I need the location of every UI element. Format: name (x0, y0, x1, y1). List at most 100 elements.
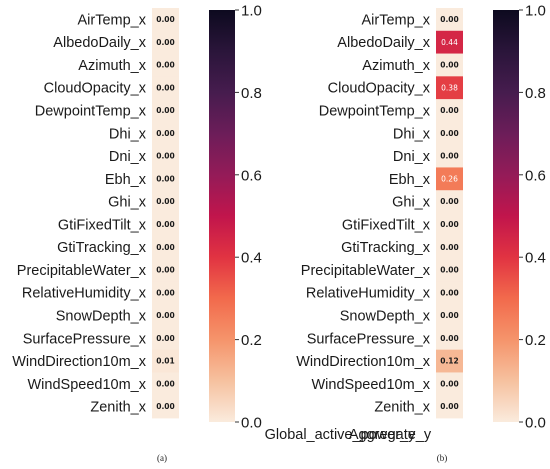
row-tick-label: WindSpeed10m_x (28, 377, 147, 393)
cell-value-label: 0.00 (440, 15, 459, 24)
cell-value-label: 0.00 (156, 174, 175, 183)
row-tick-label: Zenith_x (374, 400, 430, 416)
row-tick-label: AirTemp_x (362, 12, 431, 28)
row-tick-label: AirTemp_x (78, 12, 147, 28)
row-tick-label: AlbedoDaily_x (53, 35, 146, 51)
row-tick-label: PrecipitableWater_x (17, 263, 147, 279)
cell-value-label: 0.00 (440, 106, 459, 115)
cell-value-label: 0.00 (156, 220, 175, 229)
cell-value-label: 0.00 (156, 266, 175, 275)
colorbar-tick-label: 1.0 (525, 3, 546, 20)
heatmap-cell (152, 30, 179, 54)
row-tick-label: Ebh_x (389, 172, 431, 188)
colorbar-tick-label: 0.2 (525, 332, 546, 349)
heatmap-cell (152, 99, 179, 123)
heatmap-cell (436, 8, 463, 32)
x-axis-label: Global_active_power_y (265, 427, 416, 443)
row-tick-label: WindDirection10m_x (296, 354, 431, 370)
colorbar-tick-label: 0.8 (241, 85, 262, 102)
heatmap-cell (436, 99, 463, 123)
cell-value-label: 0.00 (156, 243, 175, 252)
heatmap-cell (152, 281, 179, 305)
cell-value-label: 0.00 (440, 402, 459, 411)
heatmap-cell (152, 121, 179, 146)
cell-value-label: 0.00 (440, 129, 459, 138)
cell-value-label: 0.00 (156, 402, 175, 411)
cell-value-label: 0.00 (440, 243, 459, 252)
colorbar-tick-label: 0.4 (525, 250, 546, 267)
colorbar-tick-label: 0.0 (241, 415, 262, 432)
colorbar-tick-label: 0.2 (241, 332, 262, 349)
row-tick-label: DewpointTemp_x (319, 104, 431, 120)
heatmap-cell (152, 349, 179, 373)
heatmap-cell (436, 30, 463, 54)
heatmap-cell (152, 8, 179, 32)
cell-value-label: 0.38 (441, 83, 458, 92)
cell-value-label: 0.00 (440, 334, 459, 343)
x-axis-label: Aggregate_y (349, 427, 432, 443)
heatmap-cell (436, 281, 463, 305)
heatmap-cell (436, 144, 463, 168)
row-tick-label: GtiFixedTilt_x (342, 217, 431, 233)
heatmap-cell (436, 235, 463, 259)
row-tick-label: WindSpeed10m_x (312, 377, 431, 393)
heatmap-cell (152, 326, 179, 351)
row-tick-label: RelativeHumidity_x (22, 286, 147, 302)
heatmap-cell (436, 190, 463, 214)
heatmap-cell (436, 121, 463, 146)
row-tick-label: SnowDepth_x (340, 309, 431, 325)
row-tick-label: AlbedoDaily_x (337, 35, 430, 51)
cell-value-label: 0.00 (440, 379, 459, 388)
colorbar-tick-label: 0.6 (241, 167, 262, 184)
row-tick-label: GtiTracking_x (341, 240, 431, 256)
colorbar-tick-label: 0.4 (241, 250, 262, 267)
colorbar (493, 10, 519, 422)
cell-value-label: 0.00 (440, 197, 459, 206)
cell-value-label: 0.26 (441, 174, 458, 183)
row-tick-label: Dhi_x (393, 126, 431, 142)
row-tick-label: DewpointTemp_x (35, 104, 147, 120)
row-tick-label: GtiFixedTilt_x (58, 217, 147, 233)
row-tick-label: Zenith_x (90, 400, 146, 416)
heatmap-cell (436, 326, 463, 351)
cell-value-label: 0.00 (156, 379, 175, 388)
cell-value-label: 0.00 (156, 334, 175, 343)
row-tick-label: SurfacePressure_x (307, 331, 431, 347)
colorbar-tick-label: 1.0 (241, 3, 262, 20)
row-tick-label: Dni_x (393, 149, 431, 165)
row-tick-label: Dni_x (109, 149, 147, 165)
panel-caption: (a) (157, 453, 167, 463)
cell-value-label: 0.00 (156, 38, 175, 47)
heatmap-cell (436, 76, 463, 100)
panel-caption: (b) (437, 453, 448, 463)
heatmap-cell (152, 372, 179, 396)
colorbar-tick-label: 0.6 (525, 167, 546, 184)
row-tick-label: Ghi_x (392, 195, 431, 211)
cell-value-label: 0.00 (440, 220, 459, 229)
row-tick-label: SurfacePressure_x (23, 331, 147, 347)
heatmap-cell (436, 395, 463, 419)
row-tick-label: WindDirection10m_x (12, 354, 147, 370)
colorbar (209, 10, 235, 422)
row-tick-label: Ghi_x (108, 195, 147, 211)
heatmap-cell (436, 53, 463, 77)
cell-value-label: 0.01 (156, 357, 175, 366)
heatmap-cell (152, 395, 179, 419)
row-tick-label: Azimuth_x (362, 58, 430, 74)
cell-value-label: 0.00 (156, 288, 175, 297)
heatmap-cell (436, 372, 463, 396)
cell-value-label: 0.00 (156, 83, 175, 92)
cell-value-label: 0.00 (440, 311, 459, 320)
heatmap-cell (152, 167, 179, 191)
heatmap-cell (152, 76, 179, 100)
row-tick-label: Dhi_x (109, 126, 147, 142)
cell-value-label: 0.00 (440, 61, 459, 70)
heatmap-cell (152, 190, 179, 214)
row-tick-label: CloudOpacity_x (328, 81, 431, 97)
cell-value-label: 0.12 (440, 357, 459, 366)
row-tick-label: GtiTracking_x (57, 240, 147, 256)
row-tick-label: PrecipitableWater_x (301, 263, 431, 279)
colorbar-tick-label: 0.8 (525, 85, 546, 102)
row-tick-label: SnowDepth_x (56, 309, 147, 325)
